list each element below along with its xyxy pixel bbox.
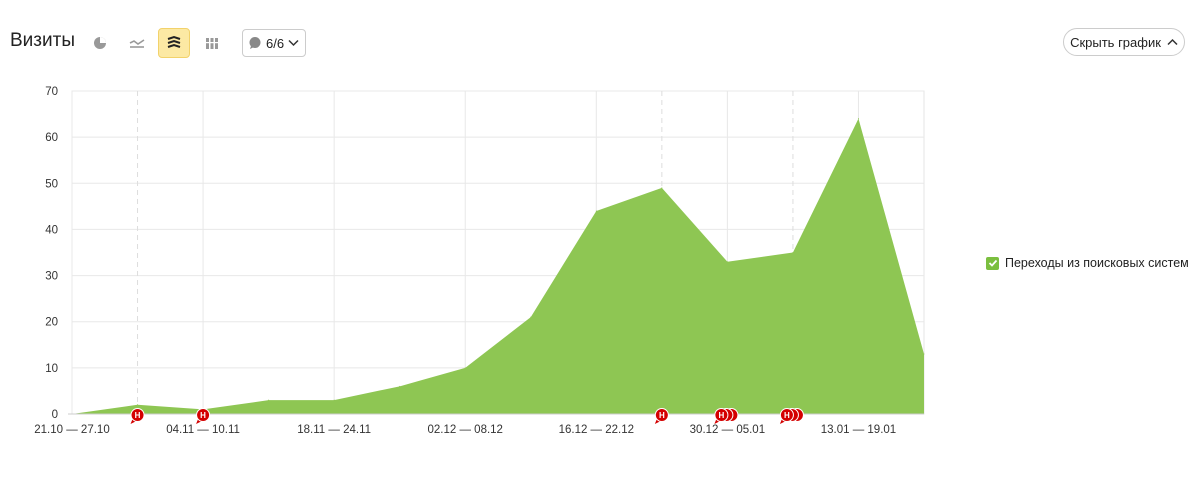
y-tick-label: 50 bbox=[45, 178, 58, 190]
pie-chart-button[interactable] bbox=[84, 28, 116, 58]
line-chart-button[interactable] bbox=[121, 28, 153, 58]
hide-chart-button[interactable]: Скрыть график bbox=[1063, 28, 1185, 56]
data-point bbox=[137, 404, 139, 406]
x-tick-label: 04.11 — 10.11 bbox=[166, 424, 240, 436]
data-point bbox=[464, 367, 466, 369]
annotation-marker bbox=[654, 408, 669, 422]
legend-label: Переходы из поисковых систем bbox=[1005, 256, 1189, 270]
data-point bbox=[857, 118, 859, 120]
annotation-marker bbox=[130, 408, 145, 422]
area-chart-button[interactable] bbox=[158, 28, 190, 58]
chart-title: Визиты bbox=[10, 30, 75, 51]
comment-icon bbox=[249, 37, 261, 49]
annotation-marker-label: H bbox=[718, 411, 724, 420]
annotation-marker bbox=[714, 408, 729, 422]
x-tick-label: 02.12 — 08.12 bbox=[428, 424, 503, 436]
x-tick-label: 13.01 — 19.01 bbox=[821, 424, 896, 436]
y-tick-label: 10 bbox=[45, 363, 58, 375]
annotation-marker bbox=[779, 408, 794, 422]
annotation-marker-label: H bbox=[784, 411, 790, 420]
annotation-marker-label: H bbox=[135, 411, 141, 420]
y-tick-label: 40 bbox=[45, 224, 58, 236]
data-point bbox=[268, 399, 270, 401]
chart-toolbar: Визиты 6/6 bbox=[0, 26, 1200, 60]
line-chart-icon bbox=[129, 39, 145, 48]
data-point bbox=[333, 399, 335, 401]
data-point bbox=[595, 210, 597, 212]
data-point bbox=[923, 353, 925, 355]
series-area bbox=[72, 118, 924, 414]
data-point bbox=[726, 261, 728, 263]
x-tick-label: 18.11 — 24.11 bbox=[297, 424, 371, 436]
y-tick-label: 0 bbox=[52, 409, 58, 421]
legend-checkbox[interactable] bbox=[986, 256, 999, 270]
bar-chart-button[interactable] bbox=[196, 28, 228, 58]
chart-legend: Переходы из поисковых систем bbox=[986, 256, 1189, 270]
data-point bbox=[399, 385, 401, 387]
chevron-down-icon bbox=[288, 39, 299, 47]
hide-chart-label: Скрыть график bbox=[1070, 34, 1161, 50]
x-tick-label: 30.12 — 05.01 bbox=[690, 424, 765, 436]
chevron-up-icon bbox=[1167, 38, 1178, 46]
y-tick-label: 20 bbox=[45, 317, 58, 329]
x-tick-label: 16.12 — 22.12 bbox=[559, 424, 634, 436]
checkmark-icon bbox=[988, 259, 997, 267]
y-tick-label: 30 bbox=[45, 271, 58, 283]
notes-dropdown[interactable]: 6/6 bbox=[242, 29, 306, 57]
notes-count: 6/6 bbox=[266, 35, 285, 51]
annotation-marker-label: H bbox=[659, 411, 665, 420]
data-point bbox=[792, 252, 794, 253]
stacked-area-icon bbox=[167, 35, 181, 48]
stacked-bar-icon bbox=[206, 38, 218, 49]
pie-chart-icon bbox=[94, 37, 106, 49]
visits-area-chart: 0 10 20 30 40 50 60 70 21.10 — 27.10 04.11 — 10.1… bbox=[34, 86, 925, 436]
y-tick-label: 70 bbox=[45, 86, 58, 98]
data-point bbox=[661, 187, 663, 189]
annotation-marker-label: H bbox=[200, 411, 206, 420]
annotation-marker bbox=[196, 408, 211, 422]
x-tick-label: 21.10 — 27.10 bbox=[34, 424, 109, 436]
data-point bbox=[530, 316, 532, 318]
y-tick-label: 60 bbox=[45, 132, 58, 144]
